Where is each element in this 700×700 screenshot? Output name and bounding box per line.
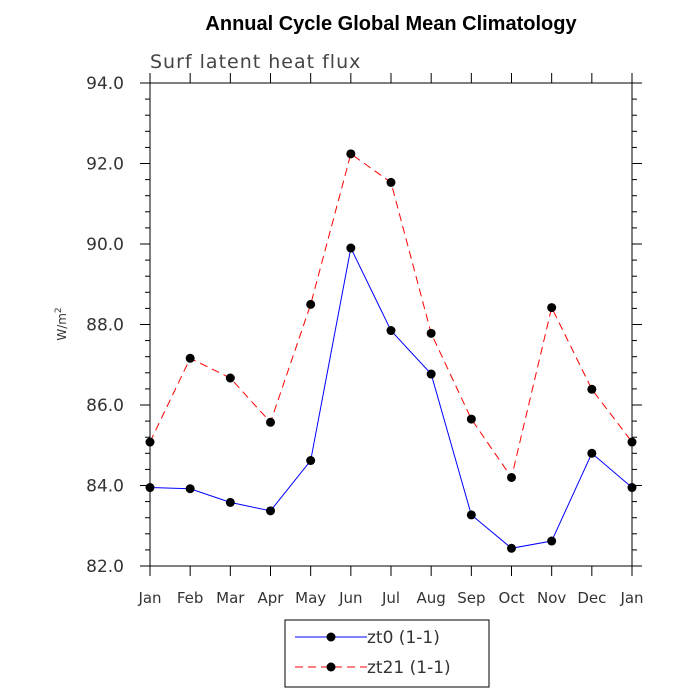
data-point — [306, 299, 316, 309]
x-tick-label: Nov — [537, 589, 566, 607]
legend-item: zt0 (1-1) — [295, 628, 440, 648]
data-point — [145, 437, 155, 447]
data-point — [386, 177, 396, 187]
chart-title: Annual Cycle Global Mean Climatology — [205, 13, 577, 35]
legend-label: zt0 (1-1) — [367, 628, 440, 648]
data-point — [426, 328, 436, 338]
y-tick-label: 84.0 — [86, 477, 124, 497]
data-point — [306, 456, 316, 466]
y-axis-label: W/m2 — [54, 307, 69, 340]
data-point — [266, 417, 275, 427]
series-line — [149, 246, 633, 549]
data-point — [466, 510, 476, 520]
x-tick-label: Jan — [137, 589, 161, 607]
data-point — [185, 484, 195, 494]
legend-marker — [326, 662, 336, 672]
x-tick-label: Apr — [258, 589, 285, 607]
data-point — [426, 369, 436, 379]
data-point — [587, 448, 597, 458]
series-line — [149, 153, 633, 479]
legend: zt0 (1-1) zt21 (1-1) — [284, 619, 490, 688]
data-point — [225, 373, 235, 383]
y-tick-label: 94.0 — [86, 74, 124, 94]
y-axis-label-superscript: 2 — [54, 307, 64, 313]
data-point — [507, 543, 516, 553]
series-1 — [145, 149, 637, 482]
data-point — [185, 353, 195, 363]
data-point — [627, 483, 637, 493]
data-point — [627, 437, 637, 447]
data-point — [386, 326, 396, 336]
data-point — [507, 472, 516, 482]
svg-text:W/m2: W/m2 — [54, 307, 69, 340]
x-tick-label: Jan — [619, 589, 643, 607]
x-tick-label: Aug — [417, 589, 446, 607]
y-tick-label: 90.0 — [86, 235, 124, 255]
data-point — [547, 303, 557, 313]
data-point — [225, 497, 235, 507]
data-point — [587, 384, 597, 394]
y-tick-label: 82.0 — [86, 557, 124, 577]
x-tick-label: Mar — [216, 589, 245, 607]
y-tick-label: 86.0 — [86, 396, 124, 416]
legend-item: zt21 (1-1) — [295, 658, 451, 678]
legend-label: zt21 (1-1) — [367, 658, 451, 678]
data-point — [547, 536, 557, 546]
data-point — [346, 149, 356, 159]
y-tick-label: 92.0 — [86, 155, 124, 175]
y-axis-label-base: W/m — [55, 313, 69, 341]
legend-box — [284, 619, 490, 688]
x-tick-label: Oct — [499, 589, 525, 607]
data-point — [346, 243, 356, 253]
data-point — [145, 483, 155, 493]
series-layer — [145, 149, 637, 553]
x-tick-label: Sep — [457, 589, 485, 607]
axes: 82.0 84.0 86.0 88.0 90.0 92.0 94.0 Jan Feb Mar Apr… — [86, 73, 644, 607]
x-tick-label: May — [295, 589, 326, 607]
x-tick-label: Feb — [177, 589, 204, 607]
data-point — [266, 506, 275, 516]
legend-marker — [326, 632, 336, 642]
chart-subtitle: Surf latent heat flux — [150, 51, 361, 73]
series-0 — [145, 243, 637, 553]
x-tick-label: Jul — [381, 589, 400, 607]
x-tick-label: Dec — [577, 589, 606, 607]
x-tick-label: Jun — [338, 589, 362, 607]
y-tick-label: 88.0 — [86, 316, 124, 336]
data-point — [466, 414, 476, 424]
